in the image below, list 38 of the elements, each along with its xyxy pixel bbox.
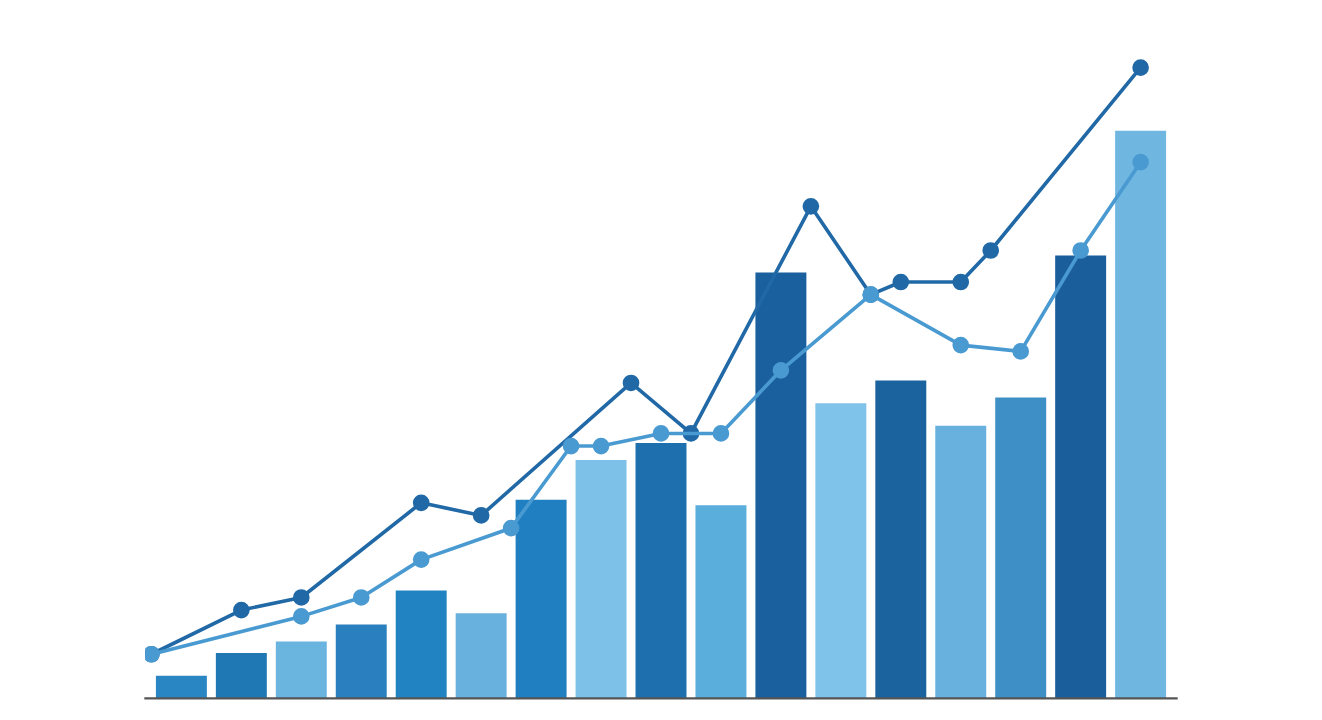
- point: [472, 507, 490, 524]
- bar: [875, 380, 927, 699]
- bar: [275, 641, 327, 699]
- point: [292, 589, 310, 606]
- point: [712, 425, 730, 442]
- bar: [215, 652, 267, 699]
- bar: [335, 624, 387, 699]
- point: [952, 273, 970, 291]
- point: [652, 425, 670, 442]
- bar: [1055, 255, 1107, 699]
- bar: [995, 397, 1047, 699]
- point: [952, 336, 970, 354]
- point: [562, 437, 580, 455]
- bar: [935, 425, 987, 699]
- bar: [395, 590, 447, 699]
- bar: [515, 499, 567, 699]
- point: [1072, 242, 1089, 259]
- point: [982, 242, 1000, 259]
- point: [233, 601, 250, 619]
- point: [892, 273, 910, 291]
- point: [292, 608, 310, 625]
- point: [622, 374, 640, 392]
- point: [502, 519, 520, 537]
- point: [802, 198, 820, 215]
- point: [1012, 343, 1030, 360]
- bar: [1115, 130, 1167, 699]
- point: [1132, 59, 1149, 76]
- point: [772, 362, 790, 379]
- point: [412, 494, 430, 512]
- bar: [455, 613, 507, 699]
- bar: [155, 675, 207, 699]
- point: [592, 437, 610, 455]
- point: [352, 589, 370, 606]
- bar: [695, 505, 747, 699]
- bar: [815, 403, 867, 699]
- point: [1132, 153, 1149, 171]
- bar: [575, 459, 627, 699]
- point: [412, 551, 430, 568]
